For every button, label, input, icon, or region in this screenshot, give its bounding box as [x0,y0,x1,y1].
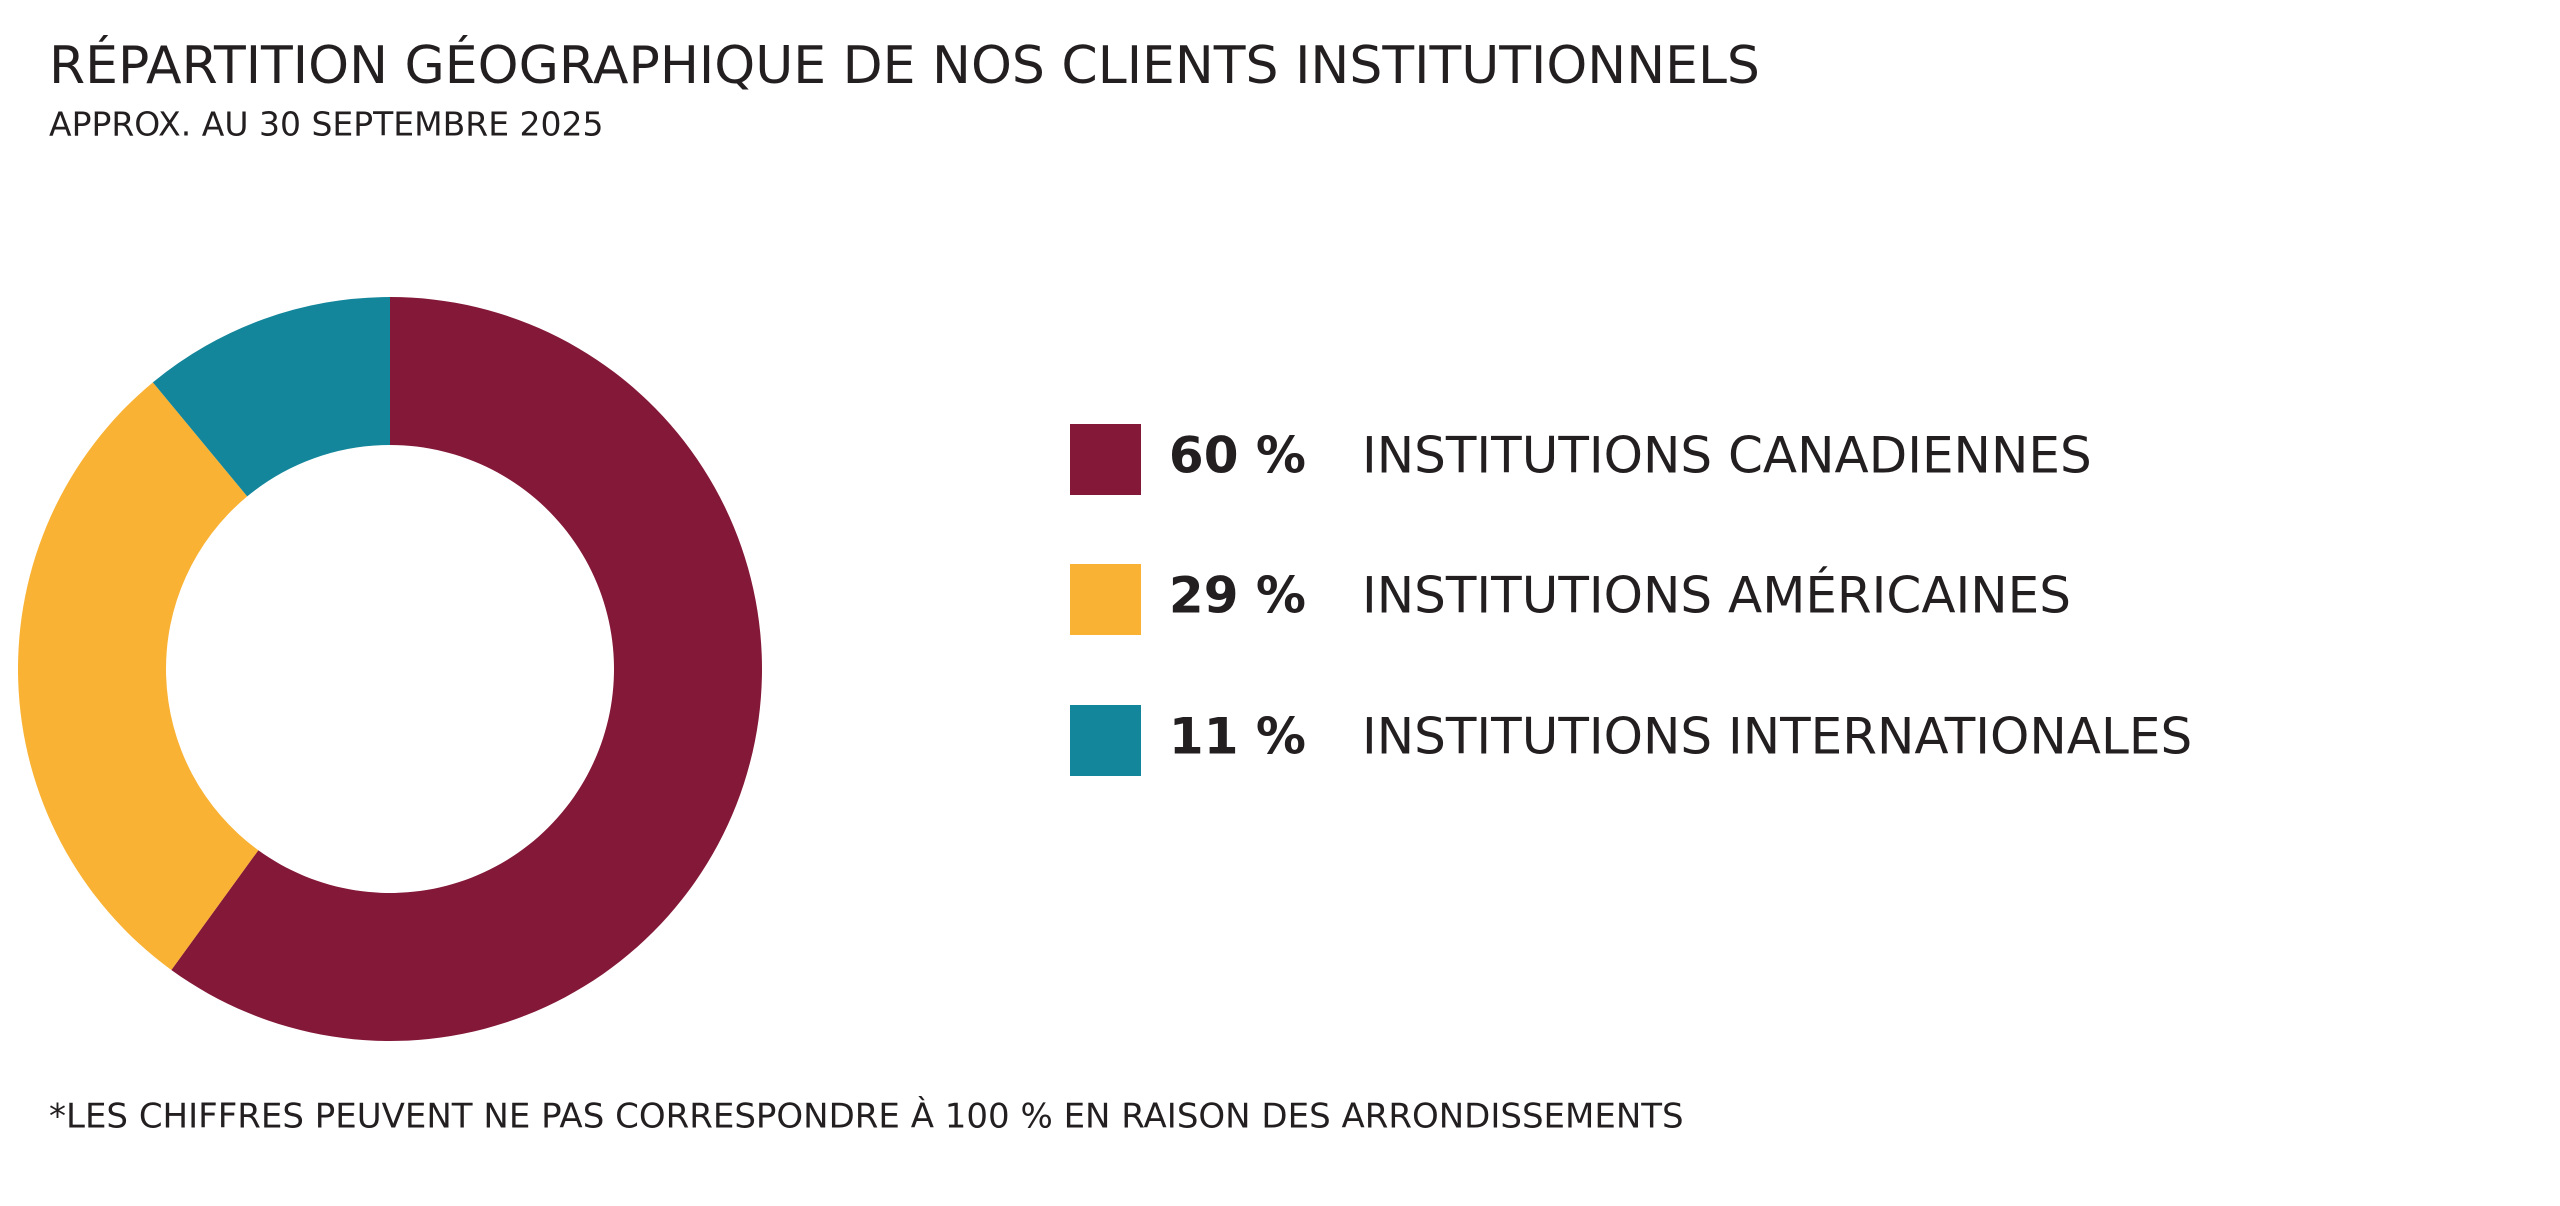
legend-label: INSTITUTIONS INTERNATIONALES [1362,708,2192,766]
donut-slice [152,297,390,497]
chart-subtitle: APPROX. AU 30 SEPTEMBRE 2025 [49,105,604,144]
chart-title: RÉPARTITION GÉOGRAPHIQUE DE NOS CLIENTS … [49,35,1760,96]
legend-swatch [1070,424,1141,495]
value-label: 11 % [1169,708,1306,766]
legend-swatch [1070,564,1141,635]
donut-slice [171,297,762,1041]
legend-label: INSTITUTIONS AMÉRICAINES [1362,566,2071,625]
donut-slice [18,382,259,970]
value-label: 29 % [1169,567,1306,625]
legend-label: INSTITUTIONS CANADIENNES [1362,427,2092,485]
value-label: 60 % [1169,427,1306,485]
footnote: *LES CHIFFRES PEUVENT NE PAS CORRESPONDR… [49,1096,1684,1137]
legend-swatch [1070,705,1141,776]
